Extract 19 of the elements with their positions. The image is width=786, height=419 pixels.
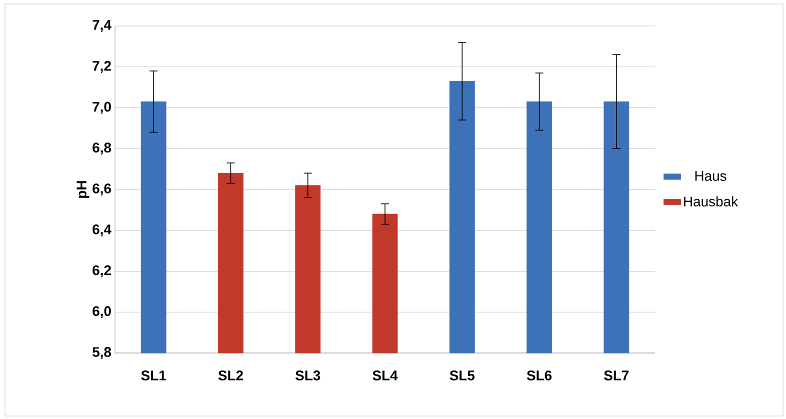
x-tick-label: SL4 <box>372 370 398 380</box>
y-tick-label: 6,6 <box>92 184 111 196</box>
y-tick-label: 6,4 <box>92 224 112 236</box>
y-tick-label: 7,2 <box>92 60 111 73</box>
x-tick-label: SL3 <box>295 370 320 380</box>
x-tick-label: SL5 <box>450 370 475 380</box>
y-tick-label: 7,4 <box>92 20 112 32</box>
x-tick-label: SL6 <box>526 370 552 380</box>
x-tick-label: SL1 <box>141 370 166 380</box>
y-tick-label: 5,8 <box>92 347 112 359</box>
y-tick-label: 6,2 <box>92 265 111 278</box>
legend-label: Hausbak <box>684 196 738 206</box>
x-tick-label: SL7 <box>604 370 629 380</box>
y-tick-label: 6,8 <box>92 142 112 155</box>
y-tick-label: 7,0 <box>92 102 111 114</box>
y-axis-title: pH <box>76 181 90 198</box>
x-tick-label: SL2 <box>218 370 243 380</box>
y-tick-label: 6,0 <box>92 306 111 318</box>
legend-label: Haus <box>695 171 726 181</box>
